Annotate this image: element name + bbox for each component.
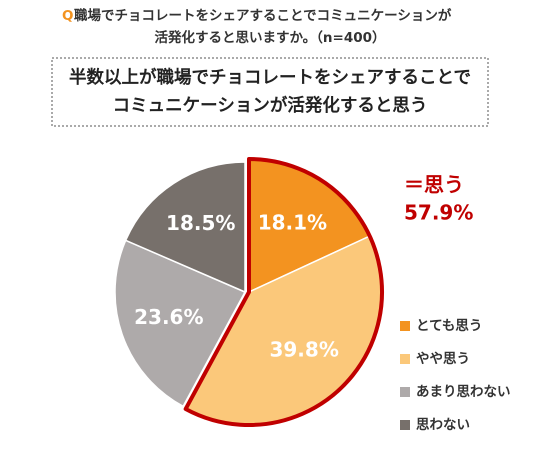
question-prefix: Q <box>62 8 73 24</box>
legend-label: やや思う <box>416 351 470 367</box>
data-label: 18.1% <box>258 211 327 235</box>
subtitle: コミュニケーションが活発化すると思う <box>113 95 428 116</box>
data-label: 39.8% <box>269 337 338 361</box>
legend-swatch <box>400 354 410 364</box>
subtitle: 半数以上が職場でチョコレートをシェアすることで <box>69 67 471 88</box>
legend-swatch <box>400 387 410 397</box>
legend-swatch <box>400 420 410 430</box>
legend-label: あまり思わない <box>416 384 511 400</box>
data-label: 18.5% <box>166 211 235 235</box>
chart-title: 職場でチョコレートをシェアすることでコミュニケーションが <box>74 7 452 24</box>
highlight-outline <box>183 157 384 427</box>
legend-label: とても思う <box>416 318 482 334</box>
annotation-label: ＝思う <box>404 173 464 197</box>
pie-slice <box>114 239 247 408</box>
annotation-value: 57.9% <box>404 201 473 225</box>
subtitle-box <box>51 57 489 127</box>
legend-label: 思わない <box>416 417 470 433</box>
legend-swatch <box>400 321 410 331</box>
data-label: 23.6% <box>134 305 203 329</box>
pie-slice <box>124 161 246 294</box>
chart-title: 活発化すると思いますか。（n=400） <box>154 29 385 46</box>
